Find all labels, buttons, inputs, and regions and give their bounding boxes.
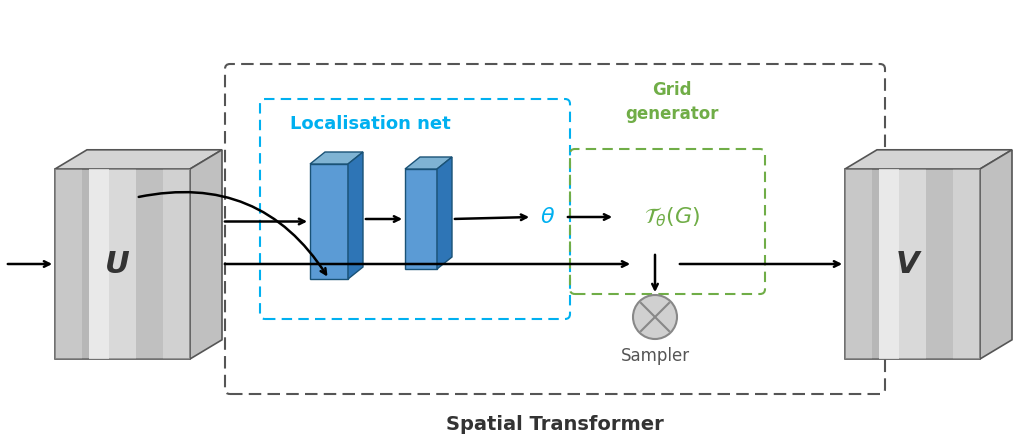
Polygon shape	[953, 169, 980, 359]
Text: Grid
generator: Grid generator	[626, 81, 719, 123]
Polygon shape	[405, 157, 452, 169]
Polygon shape	[899, 169, 926, 359]
Polygon shape	[845, 150, 1012, 169]
Circle shape	[633, 295, 677, 339]
Polygon shape	[82, 169, 109, 359]
Text: $\mathcal{T}_\theta(G)$: $\mathcal{T}_\theta(G)$	[644, 205, 700, 229]
Polygon shape	[55, 169, 82, 359]
Text: Sampler: Sampler	[620, 347, 690, 365]
Text: U: U	[105, 250, 130, 278]
Polygon shape	[163, 169, 190, 359]
Polygon shape	[879, 169, 899, 359]
Polygon shape	[845, 169, 872, 359]
Polygon shape	[310, 164, 348, 279]
Text: Localisation net: Localisation net	[290, 115, 451, 133]
Polygon shape	[136, 169, 163, 359]
Text: V: V	[895, 250, 919, 278]
Polygon shape	[405, 169, 437, 269]
Polygon shape	[926, 169, 953, 359]
Polygon shape	[310, 152, 363, 164]
Polygon shape	[55, 169, 190, 359]
Polygon shape	[109, 169, 136, 359]
Polygon shape	[845, 169, 980, 359]
Polygon shape	[980, 150, 1012, 359]
Polygon shape	[437, 157, 452, 269]
Polygon shape	[872, 169, 899, 359]
Text: Spatial Transformer: Spatial Transformer	[446, 415, 664, 433]
Polygon shape	[89, 169, 109, 359]
Text: $\theta$: $\theta$	[541, 207, 555, 227]
Polygon shape	[190, 150, 222, 359]
Polygon shape	[55, 150, 222, 169]
Polygon shape	[348, 152, 363, 279]
